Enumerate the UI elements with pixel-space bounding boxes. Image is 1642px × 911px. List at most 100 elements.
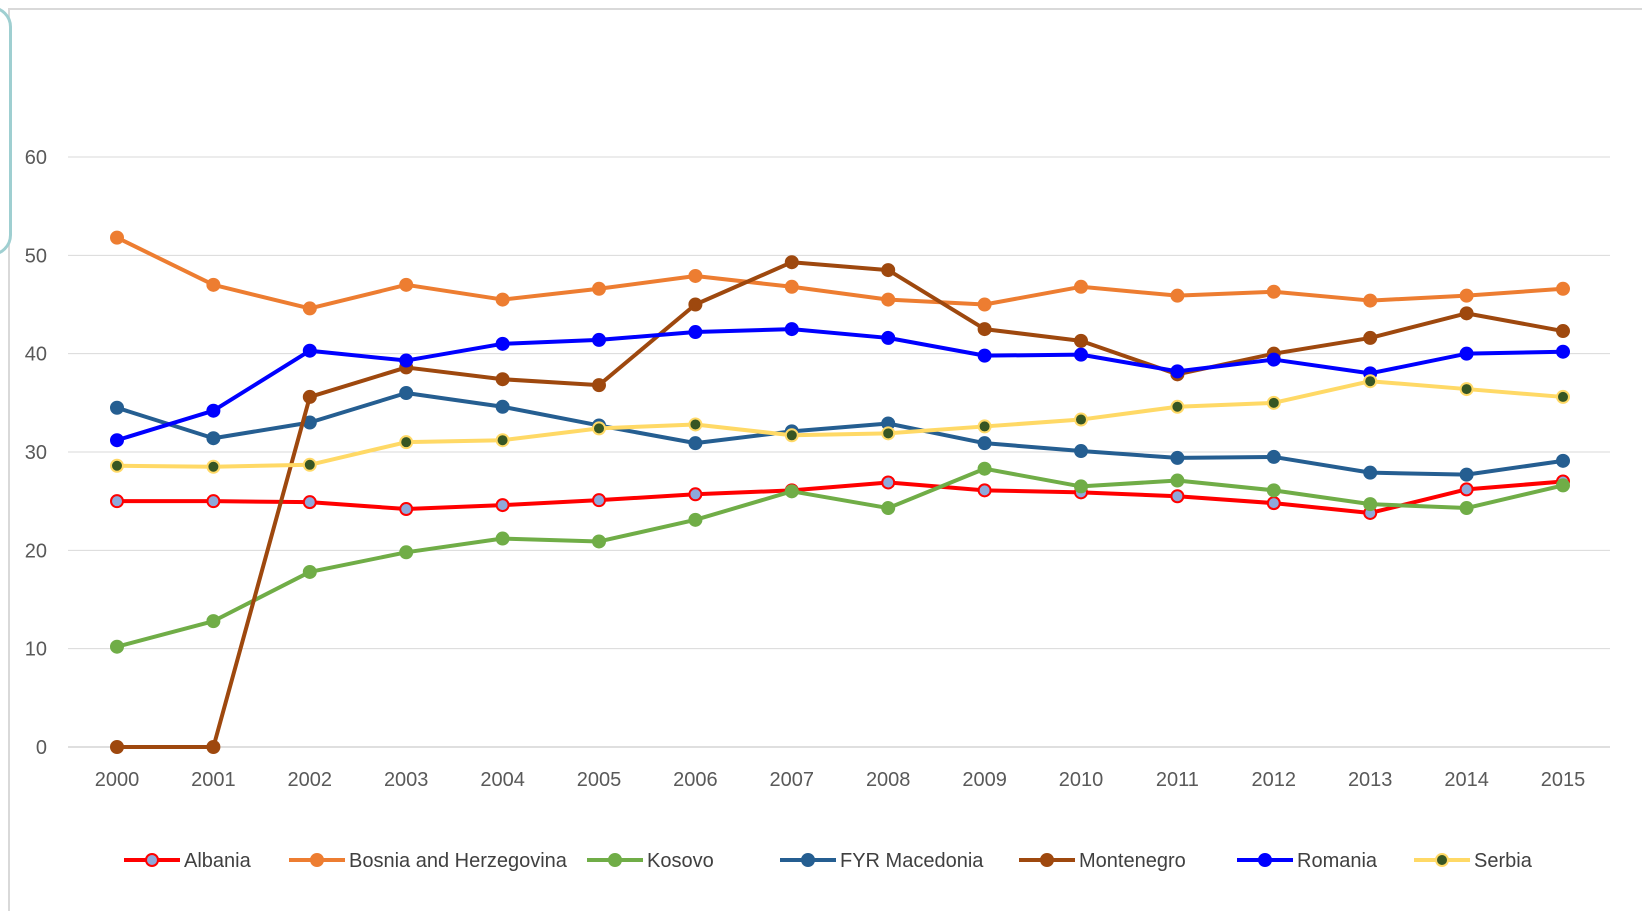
data-point xyxy=(1170,489,1185,504)
data-point xyxy=(592,378,606,393)
data-point xyxy=(110,433,124,448)
data-point xyxy=(592,332,606,347)
data-point xyxy=(881,263,896,278)
legend-label: FYR Macedonia xyxy=(840,850,984,872)
data-point xyxy=(592,281,606,296)
legend-swatch-marker xyxy=(1435,853,1449,867)
series-line xyxy=(116,327,1564,443)
legend-swatch-marker xyxy=(1258,853,1272,867)
data-point xyxy=(688,436,703,451)
series-montenegro xyxy=(110,255,1570,754)
data-point xyxy=(784,484,799,499)
series-serbia xyxy=(110,374,1570,474)
data-point xyxy=(110,740,124,754)
data-point xyxy=(1556,281,1570,296)
legend-label: Serbia xyxy=(1474,850,1533,872)
data-point xyxy=(1363,293,1378,308)
x-tick-label: 2005 xyxy=(577,769,622,791)
x-tick-label: 2006 xyxy=(673,769,718,791)
data-point xyxy=(1459,501,1474,516)
legend-label: Kosovo xyxy=(647,850,714,872)
data-point xyxy=(1074,333,1088,348)
data-point xyxy=(1459,306,1474,321)
chart-frame xyxy=(8,8,1642,911)
data-point xyxy=(206,459,221,474)
series-line xyxy=(117,260,1564,749)
data-point xyxy=(977,348,992,363)
data-point xyxy=(110,494,124,509)
data-point xyxy=(399,353,414,368)
x-tick-label: 2008 xyxy=(866,769,911,791)
data-point xyxy=(881,426,896,441)
data-point xyxy=(1556,453,1570,468)
x-tick-label: 2002 xyxy=(288,769,333,791)
y-tick-label: 20 xyxy=(25,540,47,562)
data-point xyxy=(399,435,414,450)
data-point xyxy=(1459,288,1474,303)
data-point xyxy=(784,428,799,443)
data-point xyxy=(977,436,992,451)
data-point xyxy=(688,512,703,527)
series-line xyxy=(116,379,1564,469)
legend-swatch-marker xyxy=(145,853,159,867)
series-kosovo xyxy=(110,461,1570,654)
y-axis-tick-labels: 0 10 20 30 40 50 60 xyxy=(25,147,47,759)
data-point xyxy=(688,297,703,312)
data-point xyxy=(110,400,124,415)
y-tick-label: 10 xyxy=(25,639,47,661)
data-point xyxy=(1170,473,1185,488)
data-point xyxy=(1459,467,1474,482)
data-point xyxy=(1266,395,1281,410)
data-point xyxy=(1556,478,1570,493)
legend-item: Albania xyxy=(124,850,252,872)
series-line xyxy=(117,479,1564,515)
legend-item: Serbia xyxy=(1414,850,1533,872)
data-point xyxy=(1266,284,1281,299)
x-tick-label: 2014 xyxy=(1444,769,1489,791)
data-point xyxy=(1074,347,1088,362)
data-point xyxy=(206,277,221,292)
y-tick-label: 0 xyxy=(36,737,47,759)
series-layer xyxy=(110,230,1570,754)
x-tick-label: 2003 xyxy=(384,769,429,791)
legend-swatch-marker xyxy=(608,853,622,867)
legend-item: Montenegro xyxy=(1019,850,1186,872)
data-point xyxy=(688,487,703,502)
data-point xyxy=(592,421,606,436)
data-point xyxy=(977,461,992,476)
x-tick-label: 2013 xyxy=(1348,769,1393,791)
data-point xyxy=(1266,449,1281,464)
data-point xyxy=(302,301,317,316)
data-point xyxy=(1074,479,1088,494)
series-albania xyxy=(110,474,1570,520)
legend-item: Bosnia and Herzegovina xyxy=(289,850,568,872)
data-point xyxy=(206,431,221,446)
data-point xyxy=(1170,364,1185,379)
data-point xyxy=(399,277,414,292)
data-point xyxy=(495,531,510,546)
data-point xyxy=(495,399,510,414)
data-point xyxy=(1363,374,1378,389)
legend: Albania Bosnia and Herzegovina Kosovo FYR M… xyxy=(124,850,1533,872)
data-point xyxy=(1266,352,1281,367)
data-point xyxy=(302,457,317,472)
data-point xyxy=(206,740,221,754)
data-point xyxy=(399,386,414,400)
legend-label: Albania xyxy=(184,850,252,872)
data-point xyxy=(302,389,317,404)
data-point xyxy=(1074,412,1088,427)
data-point xyxy=(881,475,896,490)
x-axis-tick-labels: 2000 2001 2002 2003 2004 2005 2006 2007 2008 2009… xyxy=(95,769,1586,791)
data-point xyxy=(495,292,510,307)
data-point xyxy=(688,268,703,283)
data-point xyxy=(977,483,992,498)
data-point xyxy=(881,330,896,345)
data-point xyxy=(206,403,221,418)
series-line xyxy=(116,466,1564,649)
data-point xyxy=(1170,288,1185,303)
data-point xyxy=(495,336,510,351)
data-point xyxy=(110,639,124,654)
data-point xyxy=(495,498,510,513)
y-tick-label: 60 xyxy=(25,147,47,169)
